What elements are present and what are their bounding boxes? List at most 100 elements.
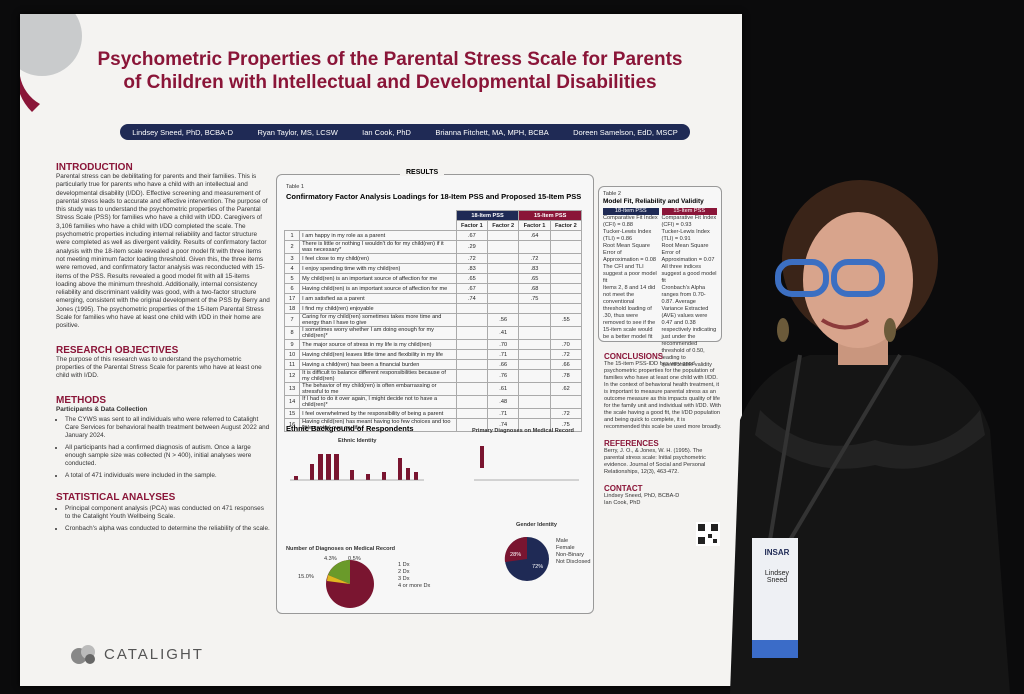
item-number: 1 bbox=[283, 230, 301, 241]
contact-line: Lindsey Sneed, PhD, BCBA-D bbox=[604, 493, 680, 499]
loading: .70 bbox=[549, 339, 583, 350]
item-number: 4 bbox=[283, 263, 301, 274]
loading bbox=[549, 230, 583, 241]
item-text: I feel overwhelmed by the responsibility… bbox=[299, 408, 457, 419]
loading: .61 bbox=[487, 382, 520, 396]
author-bar: Lindsey Sneed, PhD, BCBA-D Ryan Taylor, … bbox=[120, 124, 690, 140]
loading bbox=[487, 263, 520, 274]
loading: .74 bbox=[455, 293, 489, 304]
item-text: I am satisfied as a parent bbox=[299, 293, 457, 304]
loading bbox=[455, 326, 489, 340]
pie-label: 72% bbox=[532, 564, 544, 570]
loading bbox=[518, 382, 551, 396]
legend-entry: 4 or more Dx bbox=[398, 583, 431, 589]
item-text: I sometimes worry whether I am doing eno… bbox=[299, 326, 457, 340]
loading bbox=[518, 313, 551, 327]
loading: .75 bbox=[518, 293, 551, 304]
loading bbox=[549, 263, 583, 274]
mini-charts bbox=[290, 446, 579, 481]
legend-entry: Male bbox=[556, 538, 569, 544]
chart-title: Number of Diagnoses on Medical Record bbox=[286, 546, 396, 552]
loading bbox=[455, 369, 489, 383]
fit-text: Root Mean Square Error of Approximation … bbox=[603, 243, 657, 263]
right-column: CONCLUSIONS The 15-item PSS-IDD has very… bbox=[604, 352, 722, 507]
logo-mark bbox=[71, 645, 95, 664]
table-row: 18 I find my child(ren) enjoyable bbox=[283, 303, 583, 314]
stats-list: Principal component analysis (PCA) was c… bbox=[56, 505, 271, 533]
author: Brianna Fitchett, MA, MPH, BCBA bbox=[435, 127, 549, 137]
author: Doreen Samelson, EdD, MSCP bbox=[573, 127, 678, 137]
loading bbox=[487, 273, 520, 284]
item-number: 18 bbox=[283, 303, 301, 314]
item-number: 3 bbox=[283, 253, 301, 264]
bullet: Cronbach's alpha was conducted to determ… bbox=[65, 525, 271, 533]
table-row: 6 Having child(ren) is an important sourc… bbox=[283, 283, 583, 294]
item-text: My child(ren) is an important source of … bbox=[299, 273, 457, 284]
poster: Psychometric Properties of the Parental … bbox=[20, 14, 742, 686]
chart-title: Primary Diagnoses on Medical Record bbox=[472, 428, 574, 434]
item-text: I find my child(ren) enjoyable bbox=[299, 303, 457, 314]
group-header: 15-Item PSS bbox=[518, 210, 582, 221]
table-row: 2 There is little or nothing I wouldn't d… bbox=[283, 240, 583, 254]
author: Ian Cook, PhD bbox=[362, 127, 411, 137]
loading bbox=[487, 240, 520, 254]
fit-text: Root Mean Square Error of Approximation … bbox=[661, 243, 715, 263]
person bbox=[730, 180, 1010, 694]
table-row: 9 The major source of stress in my life i… bbox=[283, 339, 583, 350]
loading bbox=[549, 240, 583, 254]
section-heading: METHODS bbox=[56, 394, 106, 406]
loading bbox=[549, 303, 583, 314]
column-header: 15-Item PSS bbox=[661, 208, 717, 215]
loading: .83 bbox=[518, 263, 551, 274]
bullet: Principal component analysis (PCA) was c… bbox=[65, 505, 271, 522]
fit-text: Comparative Fit Index (CFI) = 0.93 bbox=[661, 215, 717, 228]
dx-pie bbox=[326, 560, 374, 608]
loading bbox=[518, 326, 551, 340]
table-row: 17 I am satisfied as a parent .74 .75 bbox=[283, 293, 583, 304]
loading: .68 bbox=[518, 283, 551, 294]
loading: .75 bbox=[549, 418, 583, 432]
loading bbox=[487, 253, 520, 264]
section-heading: REFERENCES bbox=[604, 439, 659, 448]
loading: .62 bbox=[549, 382, 583, 396]
fit-text: All three indices suggest a good model f… bbox=[661, 264, 717, 284]
loading bbox=[455, 313, 489, 327]
table-row: 12 It is difficult to balance different r… bbox=[283, 369, 583, 383]
loading bbox=[518, 369, 551, 383]
loading bbox=[487, 230, 520, 241]
loading bbox=[518, 349, 551, 360]
column-header: Factor 1 bbox=[518, 220, 551, 231]
results-heading: RESULTS bbox=[400, 169, 445, 176]
item-text: There is little or nothing I wouldn't do… bbox=[299, 240, 457, 254]
item-text: It is difficult to balance different res… bbox=[299, 369, 457, 383]
item-number: 15 bbox=[283, 408, 301, 419]
item-number: 14 bbox=[283, 395, 301, 409]
section-heading: CONTACT bbox=[604, 484, 643, 493]
section-title: Ethnic Background of Respondents bbox=[286, 424, 414, 433]
item-text: I enjoy spending time with my child(ren) bbox=[299, 263, 457, 274]
section-heading: STATISTICAL ANALYSES bbox=[56, 491, 176, 503]
section-heading: INTRODUCTION bbox=[56, 162, 133, 173]
legend-entry: 1 Dx bbox=[398, 562, 410, 568]
column-header: Factor 2 bbox=[487, 220, 520, 231]
loading: .65 bbox=[455, 273, 489, 284]
loading bbox=[518, 395, 551, 409]
fit-text: Tucker-Lewis Index (TLI) = 0.86 bbox=[603, 229, 652, 242]
legend: Male Female Non-Binary Not Disclosed bbox=[556, 538, 591, 566]
loading: .56 bbox=[487, 313, 520, 327]
legend-entry: Non-Binary bbox=[556, 552, 584, 558]
item-number: 2 bbox=[283, 240, 301, 254]
loading: .65 bbox=[518, 273, 551, 284]
loading: .41 bbox=[487, 326, 520, 340]
loading: .76 bbox=[487, 369, 520, 383]
table-row: 11 Having a child(ren) has been a financi… bbox=[283, 359, 583, 370]
chart-title: Ethnic Identity bbox=[338, 438, 377, 444]
subheading: Participants & Data Collection bbox=[56, 405, 148, 413]
pie-label: 0.5% bbox=[348, 556, 361, 562]
conclusions-text: The 15-item PSS-IDD has very good psycho… bbox=[604, 361, 722, 430]
item-number: 17 bbox=[283, 293, 301, 304]
chart-title: Gender Identity bbox=[516, 522, 558, 528]
loading: .72 bbox=[549, 408, 583, 419]
